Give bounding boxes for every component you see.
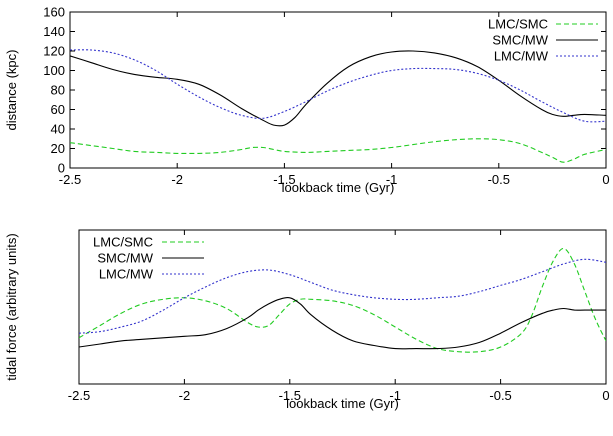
x-tick-label: -1 [389, 388, 401, 403]
series-line-smc-mw [70, 50, 606, 127]
x-tick-label: -1 [386, 172, 398, 187]
legend-label: SMC/MW [492, 33, 548, 48]
x-tick-label: -2.5 [68, 388, 90, 403]
y-tick-label: 40 [51, 122, 65, 137]
x-tick-label: -0.5 [489, 388, 511, 403]
y-tick-label: 20 [51, 141, 65, 156]
chart-1: -2.5 -2 -1.5 -1 -0.5 0 0 20 40 60 80 100 120 140 160 lo… [4, 5, 610, 196]
y-tick-label: 0 [58, 161, 65, 176]
y-tick-label: 100 [43, 63, 65, 78]
x-tick-label: -1.5 [279, 388, 301, 403]
x-tick-label: 0 [602, 172, 609, 187]
plot-frame [78, 229, 607, 385]
x-tick-label: -2 [179, 388, 191, 403]
legend-label: LMC/SMC [488, 17, 548, 32]
y-tick-label: 160 [43, 5, 65, 20]
legend-label: LMC/MW [99, 267, 154, 282]
y-tick-label: 60 [51, 102, 65, 117]
x-axis-label: lookback time (Gyr) [282, 180, 395, 195]
legend-label: LMC/SMC [93, 235, 153, 250]
series-line-lmc-smc [79, 247, 606, 353]
y-axis-label: distance (kpc) [4, 50, 19, 131]
y-tick-label: 80 [51, 83, 65, 98]
series-line-smc-mw [79, 297, 606, 350]
x-axis-label: lookback time (Gyr) [286, 396, 399, 411]
x-tick-label: -1.5 [273, 172, 295, 187]
x-tick-label: -2 [171, 172, 183, 187]
legend-label: LMC/MW [494, 49, 549, 64]
series-line-lmc-mw [70, 49, 606, 123]
chart-2: -2.5 -2 -1.5 -1 -0.5 0 lookback time (Gyr) tida… [4, 229, 610, 411]
x-tick-label: -0.5 [488, 172, 510, 187]
series-line-lmc-mw [79, 258, 606, 334]
y-tick-label: 120 [43, 44, 65, 59]
series-line-lmc-smc [70, 138, 606, 163]
legend-label: SMC/MW [97, 251, 153, 266]
y-axis-label: tidal force (arbitrary units) [4, 233, 19, 380]
x-tick-label: 0 [602, 388, 609, 403]
y-tick-label: 140 [43, 24, 65, 39]
x-tick-label: -2.5 [59, 172, 81, 187]
